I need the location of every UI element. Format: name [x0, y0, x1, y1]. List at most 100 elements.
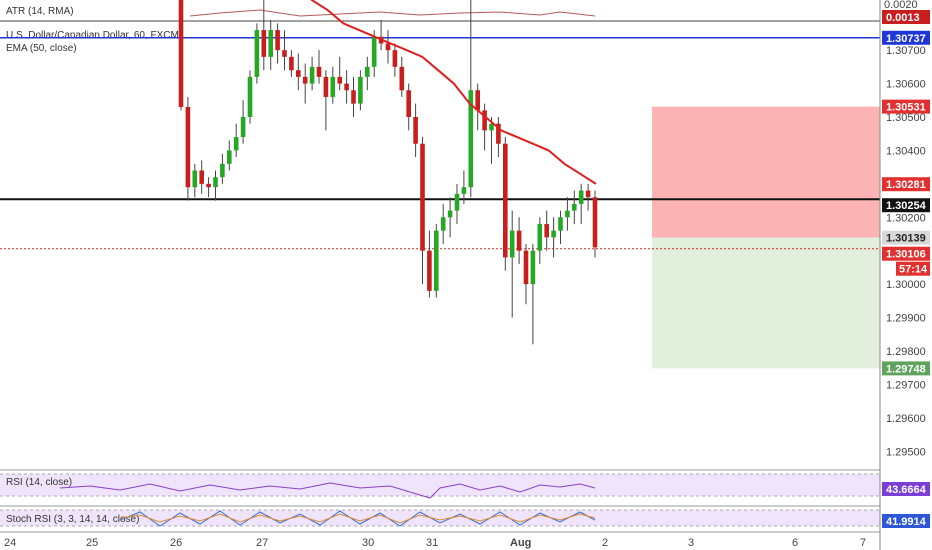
stoch-label: Stoch RSI (3, 3, 14, 14, close)	[6, 514, 139, 525]
price-tick: 1.30200	[886, 212, 926, 224]
resistance-badge: 1.30737	[882, 30, 930, 45]
candle-body[interactable]	[427, 250, 432, 291]
time-label: Aug	[510, 537, 531, 549]
candle-body[interactable]	[420, 143, 425, 251]
candle-body[interactable]	[337, 76, 342, 84]
candle-body[interactable]	[371, 36, 377, 67]
candle-body[interactable]	[482, 110, 487, 131]
candle-body[interactable]	[282, 50, 287, 57]
reward-zone[interactable]	[652, 237, 880, 369]
stop-badge: 1.30531	[882, 99, 930, 114]
candle-body[interactable]	[585, 190, 591, 198]
support-badge: 1.30254	[882, 198, 930, 213]
candle-body[interactable]	[323, 76, 329, 97]
candle-body[interactable]	[268, 30, 273, 57]
candlestick-series[interactable]	[178, 0, 598, 345]
candle-body[interactable]	[289, 56, 294, 71]
time-label: 27	[256, 537, 268, 549]
time-label: 24	[4, 537, 16, 549]
stoch-k-line	[119, 510, 596, 527]
candle-body[interactable]	[302, 76, 308, 84]
candle-body[interactable]	[192, 170, 198, 188]
candle-body[interactable]	[592, 197, 598, 248]
target-badge: 1.29748	[882, 361, 930, 376]
price-tick: 1.29600	[886, 413, 926, 425]
candle-body[interactable]	[330, 76, 336, 97]
candle-body[interactable]	[503, 143, 508, 258]
time-label: 30	[362, 537, 374, 549]
candle-body[interactable]	[296, 70, 301, 77]
candle-body[interactable]	[447, 210, 453, 218]
risk-zone[interactable]	[652, 106, 880, 238]
candle-body[interactable]	[530, 250, 536, 285]
candle-body[interactable]	[309, 66, 315, 84]
candle-body[interactable]	[523, 250, 529, 285]
candle-body[interactable]	[240, 117, 246, 138]
candle-body[interactable]	[537, 223, 543, 251]
candle-body[interactable]	[406, 90, 411, 117]
candle-body[interactable]	[275, 30, 280, 51]
candle-body[interactable]	[413, 117, 418, 144]
candle-body[interactable]	[565, 210, 570, 218]
candle-body[interactable]	[351, 90, 356, 104]
candle-body[interactable]	[399, 66, 405, 91]
svg-text:1.30281: 1.30281	[886, 179, 926, 191]
candle-body[interactable]	[392, 50, 398, 67]
candle-body[interactable]	[185, 106, 191, 188]
price-badges: 0.0013 1.30737 1.30531 1.30281 1.30254 1…	[882, 10, 930, 528]
candle-body[interactable]	[254, 30, 260, 77]
candle-body[interactable]	[461, 187, 467, 194]
entry-badge: 1.30139	[882, 230, 930, 245]
time-label: 31	[426, 537, 438, 549]
rsi-pane: RSI (14, close)	[0, 469, 880, 499]
time-label: 7	[860, 537, 866, 549]
candle-body[interactable]	[220, 163, 225, 178]
price-tick: 1.29700	[886, 379, 926, 391]
candle-body[interactable]	[344, 83, 349, 91]
candle-body[interactable]	[316, 66, 322, 77]
price-tick: 1.30400	[886, 145, 926, 157]
price-tick: 1.29900	[886, 313, 926, 325]
time-label: 6	[792, 537, 798, 549]
candle-body[interactable]	[385, 43, 391, 51]
rsi-line	[59, 482, 596, 499]
candle-body[interactable]	[261, 30, 267, 57]
time-axis[interactable]: 24 25 26 27 30 31 Aug 2 3 6 7	[4, 537, 866, 549]
candle-body[interactable]	[178, 0, 184, 107]
candle-body[interactable]	[365, 66, 370, 77]
countdown-badge: 57:14	[896, 261, 930, 276]
candle-body[interactable]	[551, 230, 556, 238]
ema-line	[310, 0, 597, 185]
candle-body[interactable]	[489, 123, 494, 131]
candle-body[interactable]	[572, 203, 577, 211]
price-tick: 1.30000	[886, 279, 926, 291]
candle-body[interactable]	[233, 137, 239, 151]
svg-text:1.30531: 1.30531	[886, 102, 926, 114]
svg-text:43.6664: 43.6664	[886, 484, 927, 496]
candle-body[interactable]	[213, 177, 218, 188]
candle-body[interactable]	[496, 123, 501, 144]
svg-text:41.9914: 41.9914	[886, 516, 927, 528]
candle-body[interactable]	[247, 76, 253, 117]
candle-body[interactable]	[434, 230, 439, 291]
atr-value-badge: 0.0013	[882, 10, 930, 24]
price-tick: 1.30700	[886, 45, 926, 57]
candle-body[interactable]	[516, 230, 522, 251]
candle-body[interactable]	[454, 193, 460, 211]
candle-body[interactable]	[578, 190, 584, 204]
price-tick: 1.30600	[886, 79, 926, 91]
candle-body[interactable]	[358, 76, 363, 104]
candle-body[interactable]	[509, 230, 515, 258]
candle-body[interactable]	[544, 223, 549, 238]
candle-body[interactable]	[227, 150, 232, 164]
price-scale[interactable]: 0.0020	[884, 0, 918, 11]
candle-body[interactable]	[206, 183, 211, 188]
candle-body[interactable]	[475, 90, 480, 111]
candle-body[interactable]	[558, 217, 563, 231]
atr-label: ATR (14, RMA)	[6, 6, 74, 17]
candle-body[interactable]	[199, 170, 204, 184]
price-tick: 1.29800	[886, 346, 926, 358]
candle-body[interactable]	[468, 90, 474, 188]
candle-body[interactable]	[440, 217, 446, 231]
